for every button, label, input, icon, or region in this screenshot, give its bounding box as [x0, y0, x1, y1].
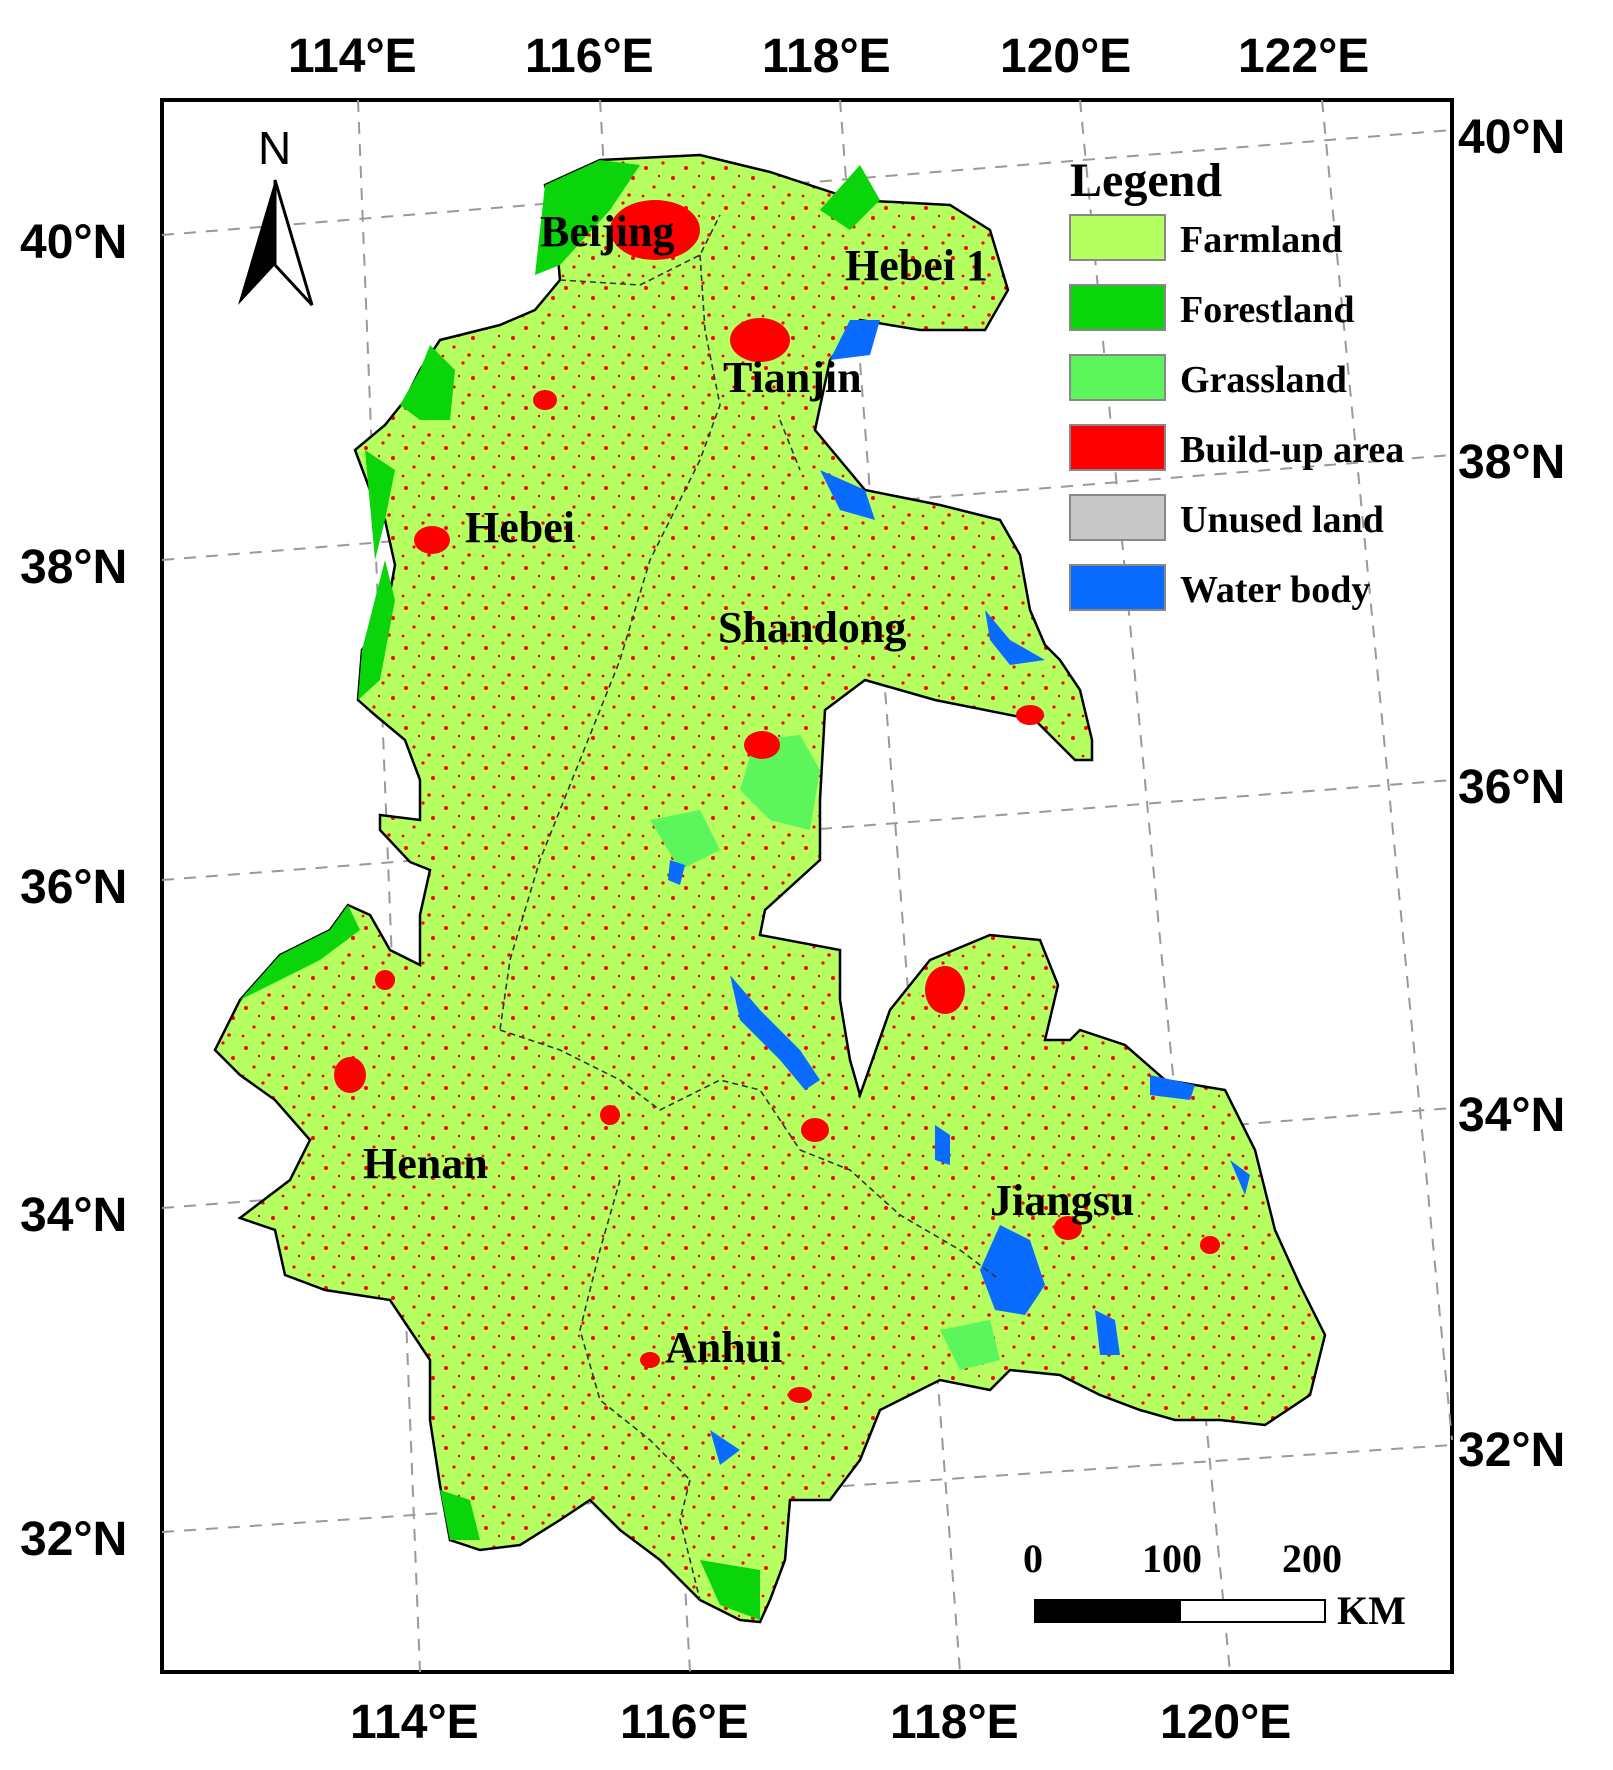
region-label-hebei: Hebei [465, 503, 575, 552]
forest-patches [240, 160, 880, 1620]
legend-swatch-forestland [1069, 284, 1166, 331]
graticule-label-top: 118°E [762, 30, 891, 83]
scale-tick-100: 100 [1142, 1536, 1202, 1581]
graticule-label-left: 36°N [20, 861, 127, 914]
graticule-label-top: 122°E [1238, 30, 1369, 83]
graticule-labels-bottom: 114°E 116°E 118°E 120°E [350, 1696, 1291, 1749]
scale-tick-0: 0 [1023, 1536, 1043, 1581]
graticule-label-left: 40°N [20, 216, 127, 269]
graticule-label-right: 34°N [1458, 1089, 1565, 1142]
legend-label: Grassland [1180, 359, 1347, 401]
graticule-label-left: 32°N [20, 1513, 127, 1566]
build-up-patches [334, 200, 1220, 1403]
graticule-label-top: 120°E [1000, 30, 1131, 83]
legend-item-farmland: Farmland [1069, 214, 1343, 261]
legend-swatch-farmland [1069, 214, 1166, 261]
graticule-label-right: 40°N [1458, 111, 1565, 164]
graticule-labels-top: 114°E 116°E 118°E 120°E 122°E [288, 30, 1369, 83]
region-label-tianjin: Tianjin [723, 353, 862, 402]
graticule-label-left: 34°N [20, 1189, 127, 1242]
legend-swatch-grassland [1069, 354, 1166, 401]
legend-item-unused-land: Unused land [1069, 494, 1384, 541]
graticule-label-right: 36°N [1458, 761, 1565, 814]
legend-label: Water body [1180, 569, 1370, 611]
graticule-labels-left: 40°N 38°N 36°N 34°N 32°N [20, 216, 127, 1566]
region-label-jiangsu: Jiangsu [990, 1176, 1134, 1225]
graticule-label-top: 114°E [288, 30, 417, 83]
graticule-label-left: 38°N [20, 541, 127, 594]
legend-swatch-water-body [1069, 564, 1166, 611]
legend-item-water-body: Water body [1069, 564, 1370, 611]
scale-tick-200: 200 [1282, 1536, 1342, 1581]
graticule-label-bottom: 116°E [620, 1696, 749, 1749]
legend-label: Forestland [1180, 289, 1355, 331]
region-label-beijing: Beijing [540, 207, 674, 256]
legend-item-forestland: Forestland [1069, 284, 1355, 331]
water-patches [668, 320, 1250, 1465]
region-label-anhui: Anhui [665, 1323, 782, 1372]
graticule-label-bottom: 114°E [350, 1696, 479, 1749]
study-area-farmland [213, 153, 1327, 1624]
region-label-shandong: Shandong [718, 603, 906, 652]
legend-title: Legend [1070, 154, 1222, 207]
graticule-labels-right: 40°N 38°N 36°N 34°N 32°N [1458, 111, 1565, 1477]
graticule-label-bottom: 120°E [1160, 1696, 1291, 1749]
graticule-label-right: 32°N [1458, 1424, 1565, 1477]
scale-unit: KM [1337, 1588, 1406, 1633]
graticule-label-right: 38°N [1458, 436, 1565, 489]
north-arrow-letter: N [258, 122, 291, 174]
legend-label: Farmland [1180, 219, 1343, 261]
province-boundaries [499, 214, 1001, 1601]
legend-item-build-up-area: Build-up area [1069, 424, 1404, 471]
legend-swatch-build-up-area [1069, 424, 1166, 471]
north-arrow-icon: N [238, 122, 314, 307]
scale-bar: 0 100 200 KM [1023, 1536, 1406, 1633]
legend-label: Unused land [1180, 499, 1384, 541]
legend-item-grassland: Grassland [1069, 354, 1347, 401]
region-label-henan: Henan [363, 1139, 488, 1188]
legend-swatch-unused-land [1069, 494, 1166, 541]
region-label-hebei-ne: Hebei 1 [845, 241, 988, 290]
graticule-label-top: 116°E [525, 30, 654, 83]
legend: Legend Farmland Forestland Grassland Bui… [1069, 154, 1404, 611]
graticule-label-bottom: 118°E [890, 1696, 1019, 1749]
legend-label: Build-up area [1180, 429, 1404, 471]
